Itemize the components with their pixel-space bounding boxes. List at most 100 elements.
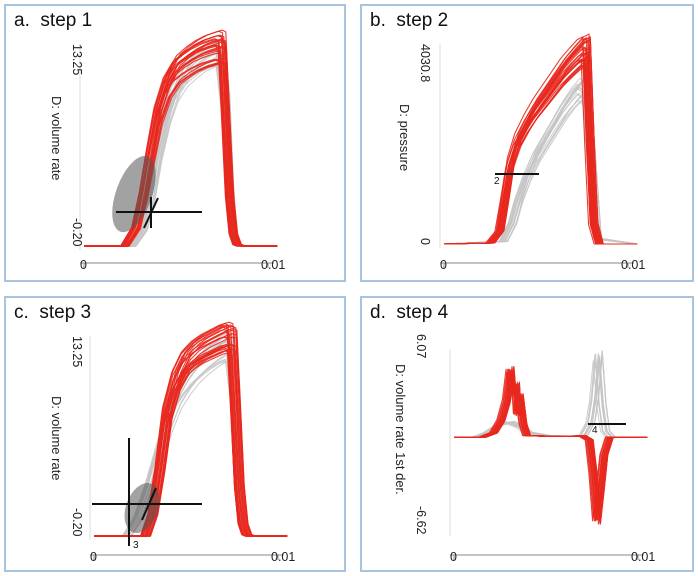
selected-curve xyxy=(454,372,648,517)
selected-curve xyxy=(94,345,288,537)
y-axis-label: D: volume rate xyxy=(49,96,64,181)
selected-curve xyxy=(443,36,638,245)
selected-curve xyxy=(454,370,648,520)
panel-title: b. step 2 xyxy=(370,10,448,32)
chart-plot: 3 xyxy=(89,321,288,560)
y-axis-label: D: volume rate xyxy=(49,396,64,481)
selected-curve xyxy=(94,325,288,537)
selected-curve xyxy=(454,373,648,515)
chart-plot: 4 xyxy=(449,350,648,560)
selected-curve xyxy=(454,368,648,522)
selected-curve xyxy=(454,369,648,521)
other-curve xyxy=(454,358,648,438)
step-annotation: 2 xyxy=(494,176,500,187)
y-axis-label: D: pressure xyxy=(397,104,412,172)
x-tick-max: 0.01 xyxy=(261,258,286,272)
y-tick-max: 13.25 xyxy=(70,336,84,368)
chart-panel-d: d. step 4 4 D: volume rate 1st der. 6.07… xyxy=(360,296,694,572)
y-tick-min: 0 xyxy=(418,238,432,245)
selected-curve xyxy=(443,58,638,245)
other-curve xyxy=(443,95,638,245)
other-curve xyxy=(94,350,288,537)
selected-curve xyxy=(94,343,288,537)
panel-step-title: step 3 xyxy=(39,302,92,323)
brush-handle-diagonal[interactable] xyxy=(143,197,159,229)
selected-curve xyxy=(94,348,288,537)
x-tick-min: 0 xyxy=(440,258,447,272)
selected-curve xyxy=(454,375,648,514)
selected-curve xyxy=(94,323,288,537)
other-curve xyxy=(94,340,288,537)
other-curve xyxy=(94,351,288,537)
other-curve xyxy=(94,357,288,537)
chart-panel-b: b. step 2 2 D: pressure 4030.8 0 0 0.01 xyxy=(360,4,694,282)
selected-curve xyxy=(454,368,648,522)
selected-curve xyxy=(94,326,288,537)
y-tick-max: 4030.8 xyxy=(418,44,432,83)
y-tick-max: 6.07 xyxy=(414,334,428,359)
other-curve xyxy=(443,94,638,245)
panel-label: b. xyxy=(370,10,386,31)
brush-region[interactable] xyxy=(118,478,166,538)
chart-panel-c: c. step 3 3 D: volume rate 13.25 -0.20 0… xyxy=(4,296,346,572)
x-tick-min: 0 xyxy=(80,258,87,272)
selected-series xyxy=(443,33,638,245)
other-curve xyxy=(443,87,638,245)
other-curve xyxy=(454,360,648,438)
brush-region[interactable] xyxy=(103,150,164,237)
panel-title: a. step 1 xyxy=(14,10,92,32)
selected-curve xyxy=(454,366,648,525)
selected-series xyxy=(454,366,648,525)
selected-curve xyxy=(443,62,638,245)
x-tick-min: 0 xyxy=(450,550,457,564)
selected-curve xyxy=(94,344,288,537)
other-curve xyxy=(443,99,638,245)
panel-title: d. step 4 xyxy=(370,302,448,324)
selected-curve xyxy=(454,372,648,517)
selected-curve xyxy=(94,350,288,537)
chart-panel-a: a. step 1 D: volume rate 13.25 -0.20 0 0… xyxy=(4,4,346,282)
other-curve xyxy=(443,99,638,245)
chart-plot xyxy=(79,29,278,268)
selected-curve xyxy=(94,352,288,537)
y-axis-label: D: volume rate 1st der. xyxy=(393,364,408,495)
panel-step-title: step 1 xyxy=(40,10,93,31)
selected-curve xyxy=(454,375,648,514)
other-curve xyxy=(443,92,638,245)
selected-curve xyxy=(443,40,638,245)
y-tick-min: -6.62 xyxy=(414,506,428,535)
selected-curve xyxy=(443,47,638,245)
x-tick-min: 0 xyxy=(90,550,97,564)
brush-handle-diagonal[interactable] xyxy=(141,487,157,521)
selected-curve xyxy=(454,369,648,521)
selected-curve xyxy=(454,366,648,524)
chart-plot: 2 xyxy=(439,33,638,268)
selected-curve xyxy=(443,64,638,245)
other-curve xyxy=(443,98,638,245)
x-tick-max: 0.01 xyxy=(631,550,656,564)
selected-curve xyxy=(94,329,288,537)
selected-curve xyxy=(443,39,638,245)
selected-curve xyxy=(454,368,648,522)
panel-label: d. xyxy=(370,302,386,323)
selected-series xyxy=(94,321,288,537)
selected-curve xyxy=(454,374,648,515)
y-tick-min: -0.20 xyxy=(70,218,84,247)
selected-curve xyxy=(454,366,648,525)
step-annotation: 3 xyxy=(133,540,139,551)
selected-curve xyxy=(454,368,648,522)
x-tick-max: 0.01 xyxy=(271,550,296,564)
selected-curve xyxy=(454,370,648,520)
panel-label: a. xyxy=(14,10,30,31)
other-curve xyxy=(94,345,288,537)
other-curve xyxy=(443,92,638,245)
panel-title: c. step 3 xyxy=(14,302,91,324)
panel-label: c. xyxy=(14,302,29,323)
selected-curve xyxy=(454,369,648,521)
y-tick-max: 13.25 xyxy=(70,44,84,76)
other-curve xyxy=(454,360,648,438)
other-curve xyxy=(454,357,648,438)
selected-curve xyxy=(454,374,648,515)
panel-step-title: step 2 xyxy=(396,10,449,31)
step-annotation: 4 xyxy=(592,425,598,436)
